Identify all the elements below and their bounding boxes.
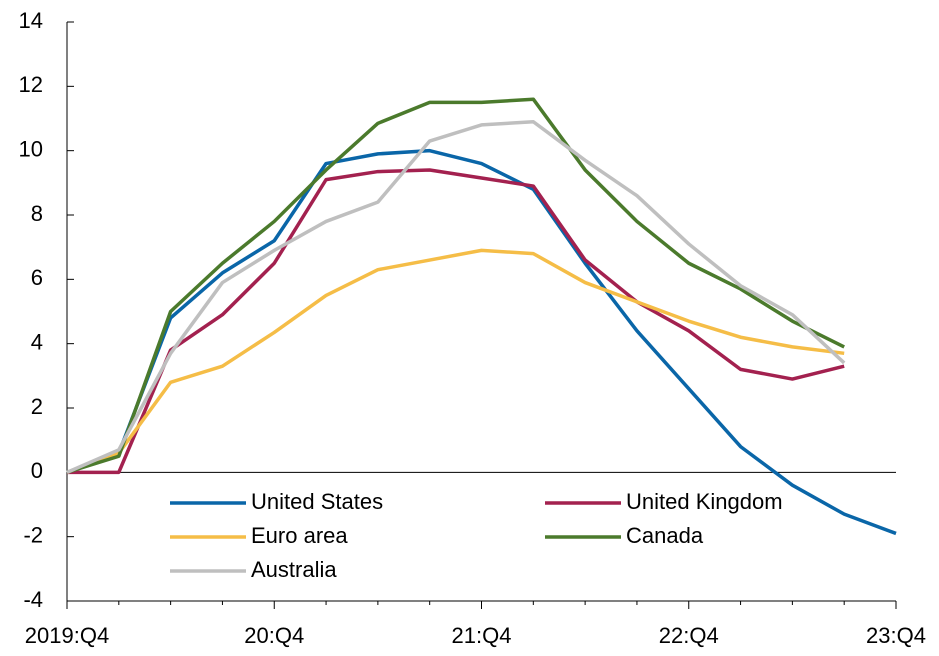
x-tick-label: 23:Q4 [866,623,926,648]
y-tick-label: -4 [23,587,43,612]
x-tick-label: 2019:Q4 [25,623,109,648]
y-tick-label: 2 [31,394,43,419]
legend-label: United Kingdom [626,489,783,514]
y-tick-label: 8 [31,201,43,226]
legend-label: Euro area [251,523,348,548]
legend-label: Australia [251,557,337,582]
series-line [66,148,897,536]
legend-label: Canada [626,523,704,548]
y-tick-label: 10 [19,136,43,161]
series-line [66,248,845,474]
legend-label: United States [251,489,383,514]
y-tick-label: 4 [31,329,43,354]
y-tick-label: 14 [19,8,43,33]
series-line [66,97,845,475]
x-tick-label: 21:Q4 [452,623,512,648]
series-line [67,168,845,475]
y-tick-label: -2 [23,522,43,547]
series-line [66,119,846,474]
x-tick-label: 22:Q4 [659,623,719,648]
y-tick-label: 0 [31,458,43,483]
x-tick-label: 20:Q4 [244,623,304,648]
y-tick-label: 12 [19,72,43,97]
y-tick-label: 6 [31,265,43,290]
